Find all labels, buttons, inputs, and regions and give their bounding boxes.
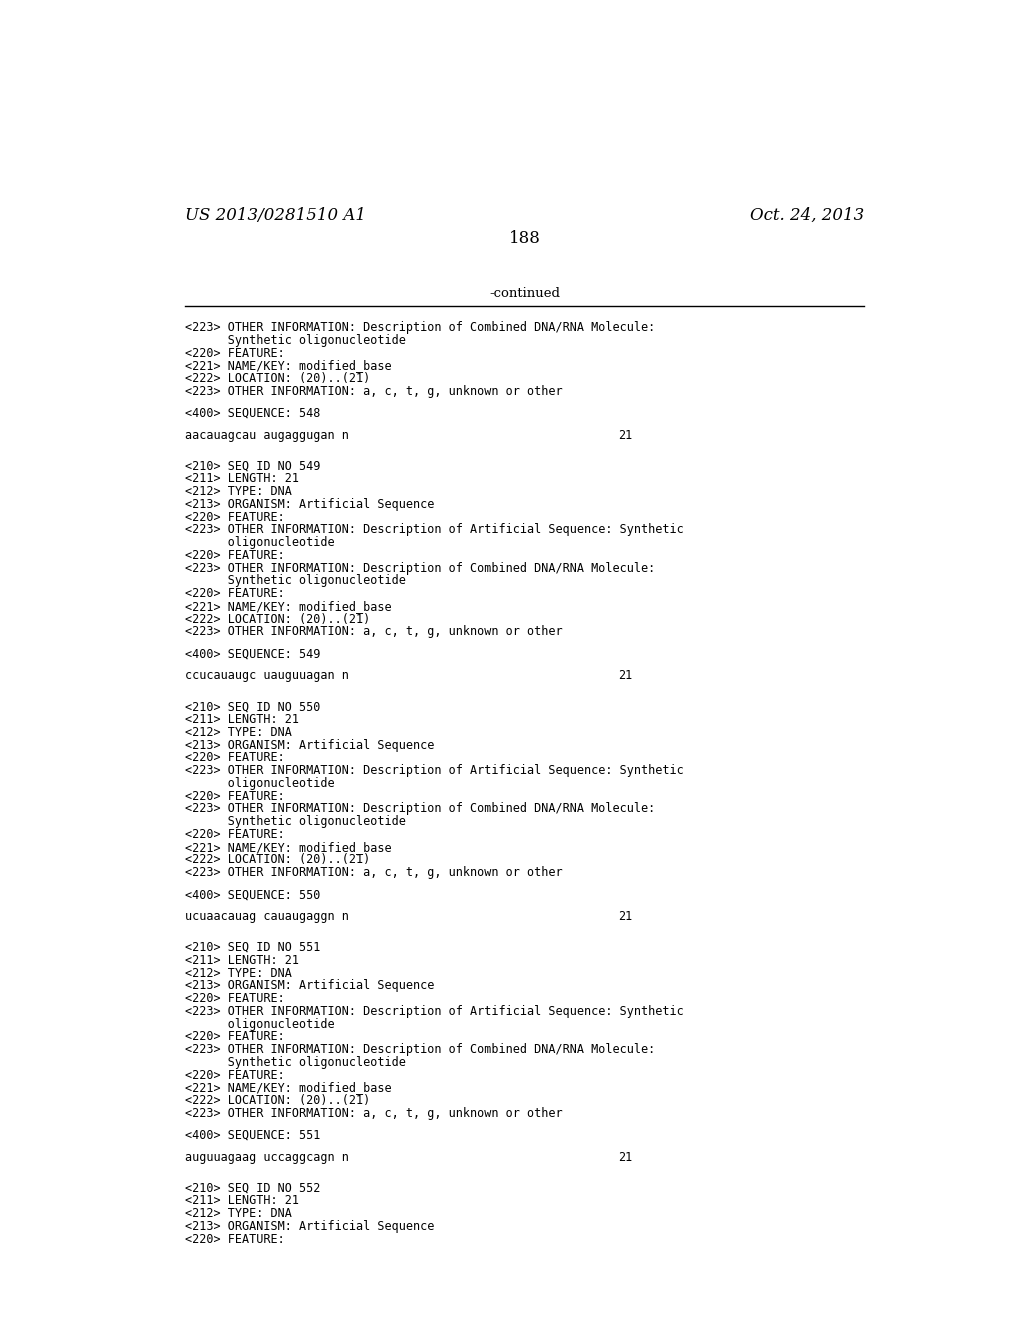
Text: <223> OTHER INFORMATION: Description of Artificial Sequence: Synthetic: <223> OTHER INFORMATION: Description of … [185, 524, 684, 536]
Text: <213> ORGANISM: Artificial Sequence: <213> ORGANISM: Artificial Sequence [185, 1220, 434, 1233]
Text: <223> OTHER INFORMATION: Description of Artificial Sequence: Synthetic: <223> OTHER INFORMATION: Description of … [185, 1005, 684, 1018]
Text: 21: 21 [618, 1151, 633, 1164]
Text: aacauagcau augaggugan n: aacauagcau augaggugan n [185, 429, 349, 442]
Text: <220> FEATURE:: <220> FEATURE: [185, 347, 285, 359]
Text: Oct. 24, 2013: Oct. 24, 2013 [751, 207, 864, 224]
Text: <223> OTHER INFORMATION: Description of Combined DNA/RNA Molecule:: <223> OTHER INFORMATION: Description of … [185, 1043, 655, 1056]
Text: <220> FEATURE:: <220> FEATURE: [185, 1069, 285, 1081]
Text: <220> FEATURE:: <220> FEATURE: [185, 993, 285, 1005]
Text: <400> SEQUENCE: 548: <400> SEQUENCE: 548 [185, 407, 321, 420]
Text: oligonucleotide: oligonucleotide [185, 536, 335, 549]
Text: 21: 21 [618, 669, 633, 682]
Text: <222> LOCATION: (20)..(21): <222> LOCATION: (20)..(21) [185, 612, 371, 626]
Text: <223> OTHER INFORMATION: a, c, t, g, unknown or other: <223> OTHER INFORMATION: a, c, t, g, unk… [185, 385, 563, 397]
Text: <210> SEQ ID NO 549: <210> SEQ ID NO 549 [185, 459, 321, 473]
Text: <400> SEQUENCE: 551: <400> SEQUENCE: 551 [185, 1129, 321, 1142]
Text: Synthetic oligonucleotide: Synthetic oligonucleotide [185, 1056, 406, 1069]
Text: <211> LENGTH: 21: <211> LENGTH: 21 [185, 954, 299, 966]
Text: <212> TYPE: DNA: <212> TYPE: DNA [185, 966, 292, 979]
Text: oligonucleotide: oligonucleotide [185, 777, 335, 789]
Text: ccucauaugc uauguuagan n: ccucauaugc uauguuagan n [185, 669, 349, 682]
Text: <210> SEQ ID NO 550: <210> SEQ ID NO 550 [185, 701, 321, 713]
Text: <223> OTHER INFORMATION: Description of Artificial Sequence: Synthetic: <223> OTHER INFORMATION: Description of … [185, 764, 684, 777]
Text: <220> FEATURE:: <220> FEATURE: [185, 751, 285, 764]
Text: <212> TYPE: DNA: <212> TYPE: DNA [185, 1208, 292, 1220]
Text: <223> OTHER INFORMATION: a, c, t, g, unknown or other: <223> OTHER INFORMATION: a, c, t, g, unk… [185, 866, 563, 879]
Text: <222> LOCATION: (20)..(21): <222> LOCATION: (20)..(21) [185, 372, 371, 385]
Text: Synthetic oligonucleotide: Synthetic oligonucleotide [185, 334, 406, 347]
Text: <210> SEQ ID NO 552: <210> SEQ ID NO 552 [185, 1181, 321, 1195]
Text: Synthetic oligonucleotide: Synthetic oligonucleotide [185, 816, 406, 828]
Text: <220> FEATURE:: <220> FEATURE: [185, 1031, 285, 1043]
Text: 21: 21 [618, 909, 633, 923]
Text: <210> SEQ ID NO 551: <210> SEQ ID NO 551 [185, 941, 321, 954]
Text: 21: 21 [618, 429, 633, 442]
Text: US 2013/0281510 A1: US 2013/0281510 A1 [185, 207, 367, 224]
Text: auguuagaag uccaggcagn n: auguuagaag uccaggcagn n [185, 1151, 349, 1164]
Text: <220> FEATURE:: <220> FEATURE: [185, 587, 285, 601]
Text: <220> FEATURE:: <220> FEATURE: [185, 789, 285, 803]
Text: <213> ORGANISM: Artificial Sequence: <213> ORGANISM: Artificial Sequence [185, 498, 434, 511]
Text: <222> LOCATION: (20)..(21): <222> LOCATION: (20)..(21) [185, 1094, 371, 1107]
Text: <220> FEATURE:: <220> FEATURE: [185, 828, 285, 841]
Text: <213> ORGANISM: Artificial Sequence: <213> ORGANISM: Artificial Sequence [185, 979, 434, 993]
Text: Synthetic oligonucleotide: Synthetic oligonucleotide [185, 574, 406, 587]
Text: <220> FEATURE:: <220> FEATURE: [185, 549, 285, 562]
Text: <400> SEQUENCE: 549: <400> SEQUENCE: 549 [185, 647, 321, 660]
Text: <211> LENGTH: 21: <211> LENGTH: 21 [185, 473, 299, 486]
Text: -continued: -continued [489, 286, 560, 300]
Text: <211> LENGTH: 21: <211> LENGTH: 21 [185, 713, 299, 726]
Text: <212> TYPE: DNA: <212> TYPE: DNA [185, 726, 292, 739]
Text: <213> ORGANISM: Artificial Sequence: <213> ORGANISM: Artificial Sequence [185, 739, 434, 751]
Text: <220> FEATURE:: <220> FEATURE: [185, 1233, 285, 1246]
Text: <400> SEQUENCE: 550: <400> SEQUENCE: 550 [185, 888, 321, 902]
Text: 188: 188 [509, 230, 541, 247]
Text: <223> OTHER INFORMATION: Description of Combined DNA/RNA Molecule:: <223> OTHER INFORMATION: Description of … [185, 562, 655, 574]
Text: <223> OTHER INFORMATION: Description of Combined DNA/RNA Molecule:: <223> OTHER INFORMATION: Description of … [185, 321, 655, 334]
Text: <211> LENGTH: 21: <211> LENGTH: 21 [185, 1195, 299, 1208]
Text: <221> NAME/KEY: modified_base: <221> NAME/KEY: modified_base [185, 601, 392, 612]
Text: <223> OTHER INFORMATION: Description of Combined DNA/RNA Molecule:: <223> OTHER INFORMATION: Description of … [185, 803, 655, 816]
Text: <221> NAME/KEY: modified_base: <221> NAME/KEY: modified_base [185, 1081, 392, 1094]
Text: <221> NAME/KEY: modified_base: <221> NAME/KEY: modified_base [185, 841, 392, 854]
Text: ucuaacauag cauaugaggn n: ucuaacauag cauaugaggn n [185, 909, 349, 923]
Text: <223> OTHER INFORMATION: a, c, t, g, unknown or other: <223> OTHER INFORMATION: a, c, t, g, unk… [185, 1107, 563, 1119]
Text: <212> TYPE: DNA: <212> TYPE: DNA [185, 486, 292, 498]
Text: <220> FEATURE:: <220> FEATURE: [185, 511, 285, 524]
Text: <221> NAME/KEY: modified_base: <221> NAME/KEY: modified_base [185, 359, 392, 372]
Text: <223> OTHER INFORMATION: a, c, t, g, unknown or other: <223> OTHER INFORMATION: a, c, t, g, unk… [185, 626, 563, 639]
Text: oligonucleotide: oligonucleotide [185, 1018, 335, 1031]
Text: <222> LOCATION: (20)..(21): <222> LOCATION: (20)..(21) [185, 854, 371, 866]
